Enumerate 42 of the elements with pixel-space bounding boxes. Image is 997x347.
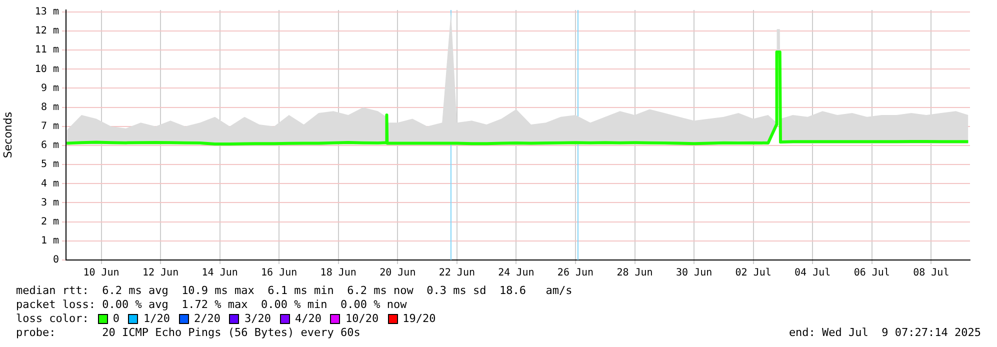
x-tick-label: 06 Jul: [854, 268, 890, 279]
text: packet loss: 0.00 % avg 1.72 % max 0.00 % min 0.00 % now: [16, 298, 407, 312]
y-tick-label: 12 m: [34, 26, 59, 37]
y-tick-label: 7 m: [40, 121, 59, 132]
x-tick-label: 28 Jun: [616, 268, 653, 279]
x-tick-label: 24 Jun: [498, 268, 534, 279]
legend-label: 19/20: [402, 312, 436, 325]
y-tick-label: 10 m: [34, 64, 59, 75]
legend-label: 4/20: [294, 312, 322, 325]
y-tick-label: 0: [52, 254, 59, 266]
x-tick-label: 20 Jun: [380, 268, 416, 279]
x-tick-label: 12 Jun: [142, 268, 179, 279]
legend-label: 10/20: [345, 312, 379, 325]
x-tick-label: 30 Jun: [676, 268, 712, 279]
y-axis-title: Seconds: [1, 112, 14, 158]
y-tick-label: 13 m: [34, 6, 59, 18]
x-tick-label: 16 Jun: [261, 268, 298, 279]
text: probe: 20 ICMP Echo Pings (56 Bytes) every 60s: [16, 326, 360, 340]
x-tick-label: 10 Jun: [83, 268, 120, 279]
y-tick-label: 11 m: [34, 44, 59, 56]
x-tick-label: 14 Jun: [202, 268, 238, 279]
x-tick-label: 08 Jul: [913, 268, 950, 279]
legend-label: 1/20: [143, 312, 170, 325]
legend-title: loss color:: [16, 312, 89, 325]
y-tick-label: 2 m: [40, 216, 59, 228]
y-tick-label: 1 m: [40, 236, 59, 247]
x-tick-label: 18 Jun: [320, 268, 356, 279]
x-tick-label: 02 Jul: [735, 268, 772, 279]
legend-label: 3/20: [244, 312, 271, 325]
x-tick-label: 22 Jun: [438, 268, 475, 279]
y-tick-label: 6 m: [40, 140, 59, 152]
legend-label: 2/20: [194, 312, 220, 325]
y-tick-label: 5 m: [40, 159, 59, 170]
legend-label: 0: [112, 312, 120, 325]
x-tick-label: 26 Jun: [557, 268, 594, 279]
y-tick-label: 4 m: [40, 178, 59, 190]
y-tick-label: 3 m: [40, 197, 59, 208]
text: median rtt: 6.2 ms avg 10.9 ms max 6.1 ms min 6.2 ms now 0.3 ms sd 18.6 am/s: [16, 284, 572, 298]
y-tick-label: 8 m: [40, 102, 59, 113]
text: end: Wed Jul 9 07:27:14 2025: [788, 326, 981, 340]
y-tick-label: 9 m: [40, 82, 59, 94]
x-tick-label: 04 Jul: [794, 268, 831, 279]
